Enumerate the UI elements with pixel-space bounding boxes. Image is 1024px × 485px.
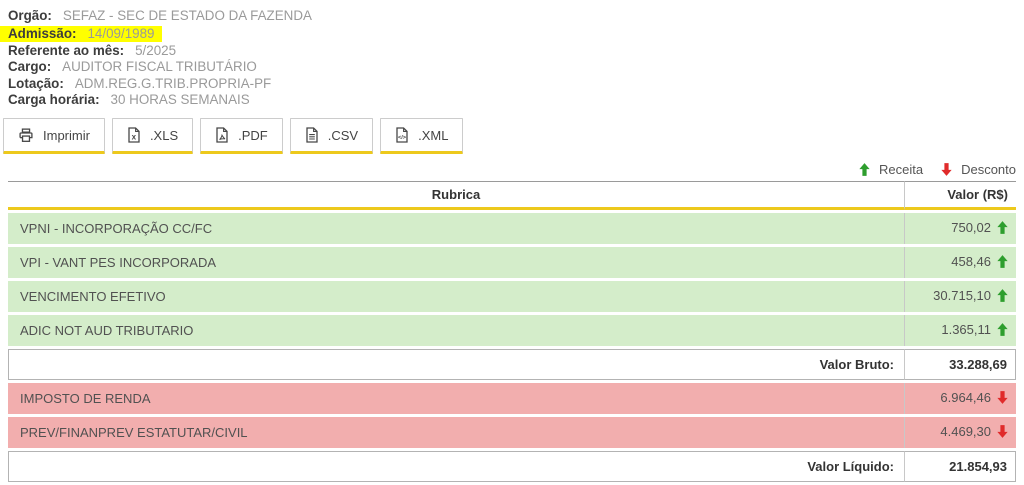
info-value: ADM.REG.G.TRIB.PROPRIA-PF <box>74 75 272 91</box>
svg-text:</>: </> <box>398 135 407 141</box>
info-field: Orgão: SEFAZ - SEC DE ESTADO DA FAZENDA <box>8 8 1016 25</box>
info-label: Orgão: <box>8 8 52 23</box>
receita-arrow-icon <box>997 254 1008 271</box>
rubrica-cell: ADIC NOT AUD TRIBUTARIO <box>8 314 904 346</box>
receita-arrow-icon <box>859 162 870 176</box>
info-value: 30 HORAS SEMANAIS <box>110 92 250 107</box>
rubrica-cell: VPI - VANT PES INCORPORADA <box>8 246 904 278</box>
toolbar-button-label: Imprimir <box>43 127 90 143</box>
info-field: Lotação: ADM.REG.G.TRIB.PROPRIA-PF <box>8 76 1016 93</box>
file-csv-icon <box>305 127 319 143</box>
valor-cell: 750,02 <box>904 212 1016 244</box>
valor-cell: 1.365,11 <box>904 314 1016 346</box>
valor-cell: 4.469,30 <box>904 416 1016 448</box>
desconto-arrow-icon <box>997 424 1008 441</box>
valor-amount: 30.715,10 <box>933 287 991 303</box>
table-header-row: Rubrica Valor (R$) <box>8 180 1016 210</box>
info-value: 5/2025 <box>135 42 177 58</box>
csv-button[interactable]: .CSV <box>289 117 374 154</box>
info-label: Lotação: <box>8 75 64 91</box>
receita-arrow-icon <box>997 288 1008 305</box>
file-xls-icon: x <box>127 127 141 143</box>
legend-receita: Receita <box>859 162 923 177</box>
valor-cell: 6.964,46 <box>904 382 1016 414</box>
valor-amount: 6.964,46 <box>940 389 991 405</box>
export-toolbar: Imprimir x .XLS .PDF .CSV </> .XML <box>3 117 1016 154</box>
pdf-button[interactable]: .PDF <box>200 117 283 154</box>
legend-desconto: Desconto <box>941 162 1016 177</box>
table-row: IMPOSTO DE RENDA 6.964,46 <box>8 382 1016 414</box>
info-field: Carga horária: 30 HORAS SEMANAIS <box>8 92 1016 109</box>
table-row: ADIC NOT AUD TRIBUTARIO 1.365,11 <box>8 314 1016 346</box>
table-row: Valor Líquido: 21.854,93 <box>8 450 1016 482</box>
rubrica-cell: PREV/FINANPREV ESTATUTAR/CIVIL <box>8 416 904 448</box>
file-pdf-icon <box>215 127 229 143</box>
valor-cell: 21.854,93 <box>904 450 1016 482</box>
rubrica-cell: Valor Bruto: <box>8 348 904 380</box>
valor-amount: 458,46 <box>951 253 991 269</box>
toolbar-button-label: .XML <box>418 127 449 143</box>
receita-arrow-icon <box>997 322 1008 339</box>
legend-desconto-label: Desconto <box>961 161 1016 177</box>
column-header-rubrica: Rubrica <box>8 180 904 210</box>
info-field: Cargo: AUDITOR FISCAL TRIBUTÁRIO <box>8 59 1016 76</box>
table-row: Valor Bruto: 33.288,69 <box>8 348 1016 380</box>
rubrica-table-body: VPNI - INCORPORAÇÃO CC/FC 750,02 VPI - V… <box>8 212 1016 482</box>
rubrica-cell: Valor Líquido: <box>8 450 904 482</box>
rubrica-cell: VPNI - INCORPORAÇÃO CC/FC <box>8 212 904 244</box>
column-header-valor: Valor (R$) <box>904 180 1016 210</box>
table-row: PREV/FINANPREV ESTATUTAR/CIVIL 4.469,30 <box>8 416 1016 448</box>
valor-cell: 30.715,10 <box>904 280 1016 312</box>
table-row: VPNI - INCORPORAÇÃO CC/FC 750,02 <box>8 212 1016 244</box>
valor-amount: 21.854,93 <box>949 458 1007 474</box>
xls-button[interactable]: x .XLS <box>111 117 194 154</box>
printer-icon <box>18 127 34 143</box>
table-row: VPI - VANT PES INCORPORADA 458,46 <box>8 246 1016 278</box>
info-label: Admissão: <box>8 25 77 41</box>
info-field: Admissão: 14/09/1989 <box>0 25 162 42</box>
toolbar-button-label: .XLS <box>149 127 179 143</box>
rubrica-cell: IMPOSTO DE RENDA <box>8 382 904 414</box>
info-value: AUDITOR FISCAL TRIBUTÁRIO <box>62 59 257 74</box>
info-field: Referente ao mês: 5/2025 <box>8 43 1016 60</box>
valor-amount: 750,02 <box>951 219 991 235</box>
info-block: Orgão: SEFAZ - SEC DE ESTADO DA FAZENDA A… <box>0 8 1016 109</box>
toolbar-button-label: .CSV <box>327 127 359 143</box>
toolbar-button-label: .PDF <box>238 127 268 143</box>
table-row: VENCIMENTO EFETIVO 30.715,10 <box>8 280 1016 312</box>
xml-button[interactable]: </> .XML <box>380 117 464 154</box>
info-label: Referente ao mês: <box>8 42 125 58</box>
legend: Receita Desconto <box>8 162 1016 177</box>
legend-receita-label: Receita <box>879 161 924 177</box>
rubrica-table: Rubrica Valor (R$) VPNI - INCORPORAÇÃO C… <box>8 178 1016 485</box>
desconto-arrow-icon <box>941 162 952 176</box>
valor-cell: 33.288,69 <box>904 348 1016 380</box>
info-label: Cargo: <box>8 59 52 74</box>
svg-text:x: x <box>132 132 137 141</box>
imprimir-button[interactable]: Imprimir <box>3 117 105 154</box>
receita-arrow-icon <box>997 220 1008 237</box>
desconto-arrow-icon <box>997 390 1008 407</box>
valor-cell: 458,46 <box>904 246 1016 278</box>
valor-amount: 33.288,69 <box>949 356 1007 372</box>
file-xml-icon: </> <box>395 127 409 143</box>
info-value: SEFAZ - SEC DE ESTADO DA FAZENDA <box>62 8 312 23</box>
valor-amount: 4.469,30 <box>940 423 991 439</box>
rubrica-cell: VENCIMENTO EFETIVO <box>8 280 904 312</box>
valor-amount: 1.365,11 <box>941 321 991 337</box>
info-label: Carga horária: <box>8 92 100 107</box>
info-value: 14/09/1989 <box>87 25 155 41</box>
